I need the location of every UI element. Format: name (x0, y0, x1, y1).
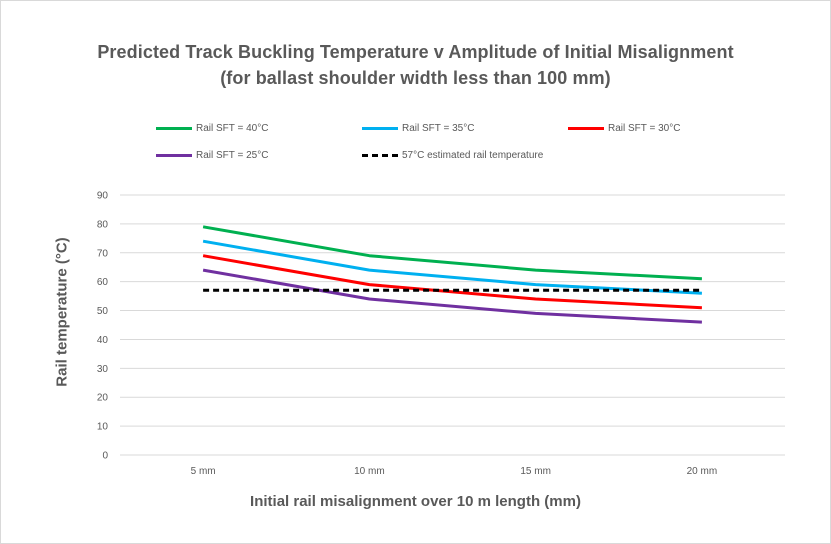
x-tick-label: 5 mm (191, 466, 216, 477)
legend-item-sft-35: Rail SFT = 35°C (362, 120, 474, 136)
legend-swatch-sft-40 (156, 126, 192, 130)
y-tick-label: 10 (97, 422, 109, 433)
x-tick-labels: 5 mm 10 mm 15 mm 20 mm (191, 466, 718, 477)
legend-item-estimated-temp: 57°C estimated rail temperature (362, 147, 543, 163)
legend-item-sft-40: Rail SFT = 40°C (156, 120, 268, 136)
chart-title: Predicted Track Buckling Temperature v A… (97, 42, 734, 62)
y-axis-title: Rail temperature (°C) (53, 237, 71, 387)
y-tick-label: 90 (97, 191, 109, 202)
series-line-0 (202, 225, 702, 281)
x-axis-title: Initial rail misalignment over 10 m leng… (250, 493, 581, 510)
series-line-2 (202, 254, 702, 310)
x-tick-label: 10 mm (354, 466, 385, 477)
chart-subtitle: (for ballast shoulder width less than 10… (220, 68, 611, 88)
legend-label-sft-25: Rail SFT = 25°C (196, 149, 269, 161)
y-tick-label: 50 (97, 306, 109, 317)
y-tick-label: 20 (97, 393, 109, 404)
y-tick-labels: 0 10 20 30 40 50 60 70 80 90 (97, 191, 109, 462)
legend-swatch-sft-30 (568, 126, 604, 130)
legend-swatch-sft-25 (156, 153, 192, 157)
y-tick-label: 70 (97, 248, 109, 259)
y-tick-label: 30 (97, 364, 109, 375)
legend-item-sft-30: Rail SFT = 30°C (568, 120, 680, 136)
legend-label-estimated-temp: 57°C estimated rail temperature (402, 149, 544, 161)
series-line-3 (202, 268, 702, 324)
x-tick-label: 15 mm (520, 466, 551, 477)
x-tick-label: 20 mm (687, 466, 718, 477)
gridlines (120, 194, 785, 456)
legend-item-sft-25: Rail SFT = 25°C (156, 147, 268, 163)
legend-label-sft-40: Rail SFT = 40°C (196, 122, 269, 134)
y-tick-label: 40 (97, 335, 109, 346)
y-tick-label: 80 (97, 219, 109, 230)
legend-label-sft-30: Rail SFT = 30°C (608, 122, 681, 134)
legend-swatch-sft-35 (362, 126, 398, 130)
legend-label-sft-35: Rail SFT = 35°C (402, 122, 475, 134)
legend-swatch-estimated-temp (362, 153, 398, 157)
series-lines (202, 225, 702, 324)
y-tick-label: 60 (97, 277, 109, 288)
y-tick-label: 0 (102, 451, 108, 462)
